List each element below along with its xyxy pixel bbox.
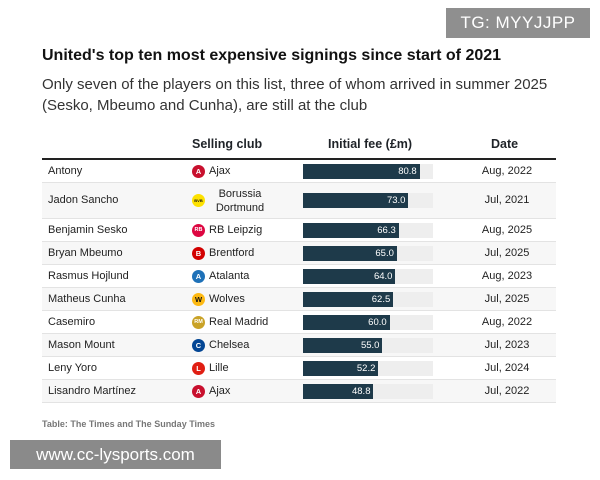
player-name: Matheus Cunha xyxy=(48,293,126,305)
club-crest-icon: B xyxy=(192,246,205,260)
chart-subtitle: Only seven of the players on this list, … xyxy=(42,76,548,114)
selling-club: L Lille xyxy=(192,357,292,379)
selling-club: BVB Borussia Dortmund xyxy=(192,183,292,218)
selling-club: A Atalanta xyxy=(192,265,292,287)
table-row: Leny Yoro L Lille 52.2 Jul, 2024 xyxy=(42,357,556,380)
table-row: Bryan Mbeumo B Brentford 65.0 Jul, 2025 xyxy=(42,242,556,265)
chart-title: United's top ten most expensive signings… xyxy=(42,47,502,64)
table-row: Mason Mount C Chelsea 55.0 Jul, 2023 xyxy=(42,334,556,357)
player-name: Mason Mount xyxy=(48,339,115,351)
signing-date: Jul, 2021 xyxy=(484,194,530,206)
table-row: Benjamin Sesko RB RB Leipzig 66.3 Aug, 2025 xyxy=(42,219,556,242)
source-note: Table: The Times and The Sunday Times xyxy=(42,419,216,429)
fee-bar: 80.8 xyxy=(303,164,420,179)
club-name: Ajax xyxy=(209,165,231,177)
club-crest-icon: RB xyxy=(192,223,205,237)
fee-bar: 48.8 xyxy=(303,384,374,399)
table-row: Lisandro Martínez A Ajax 48.8 Jul, 2022 xyxy=(42,380,556,403)
fee-value-label: 60.0 xyxy=(368,317,387,328)
club-crest-icon: A xyxy=(192,164,205,178)
selling-club: A Ajax xyxy=(192,380,292,402)
club-name: Ajax xyxy=(209,385,231,397)
table-row: Casemiro RM Real Madrid 60.0 Aug, 2022 xyxy=(42,311,556,334)
fee-value-label: 65.0 xyxy=(375,248,394,259)
fee-bar: 62.5 xyxy=(303,292,394,307)
table-row: Antony A Ajax 80.8 Aug, 2022 xyxy=(42,160,556,183)
signing-date: Aug, 2023 xyxy=(481,270,533,282)
player-name: Antony xyxy=(48,165,83,177)
fee-bar: 66.3 xyxy=(303,223,399,238)
selling-club: W Wolves xyxy=(192,288,292,310)
player-name: Jadon Sancho xyxy=(48,194,119,206)
fee-value-label: 80.8 xyxy=(398,166,417,177)
watermark-top: TG: MYYJJPP xyxy=(446,8,590,38)
signing-date: Jul, 2023 xyxy=(484,339,530,351)
fee-bar: 73.0 xyxy=(303,193,409,208)
player-name: Lisandro Martínez xyxy=(48,385,137,397)
club-crest-icon: A xyxy=(192,269,205,283)
player-name: Bryan Mbeumo xyxy=(48,247,123,259)
fee-value-label: 73.0 xyxy=(386,195,406,206)
signing-date: Aug, 2022 xyxy=(481,316,533,328)
selling-club: C Chelsea xyxy=(192,334,292,356)
club-crest-icon: BVB xyxy=(192,194,205,207)
fee-value-label: 52.2 xyxy=(356,363,376,374)
fee-bar: 65.0 xyxy=(303,246,397,261)
club-name: Wolves xyxy=(209,293,245,305)
club-name: Chelsea xyxy=(209,339,250,351)
club-name: Borussia Dortmund xyxy=(215,187,265,214)
club-crest-icon: W xyxy=(192,292,205,306)
header-divider xyxy=(42,158,556,160)
signing-date: Jul, 2025 xyxy=(484,247,530,259)
fee-bar: 55.0 xyxy=(303,338,383,353)
signing-date: Jul, 2024 xyxy=(484,362,530,374)
club-name: Brentford xyxy=(209,247,255,259)
signing-date: Aug, 2025 xyxy=(481,224,533,236)
player-name: Leny Yoro xyxy=(48,362,97,374)
column-header-date: Date xyxy=(491,137,519,151)
fee-value-label: 55.0 xyxy=(360,340,380,351)
club-name: Lille xyxy=(209,362,229,374)
player-name: Casemiro xyxy=(48,316,96,328)
club-crest-icon: RM xyxy=(192,315,205,329)
fee-value-label: 62.5 xyxy=(371,294,391,305)
table-row: Matheus Cunha W Wolves 62.5 Jul, 2025 xyxy=(42,288,556,311)
column-header-selling-club: Selling club xyxy=(192,137,263,151)
club-crest-icon: C xyxy=(192,338,205,352)
selling-club: RB RB Leipzig xyxy=(192,219,292,241)
player-name: Rasmus Hojlund xyxy=(48,270,129,282)
club-name: Atalanta xyxy=(209,270,250,282)
club-name: RB Leipzig xyxy=(209,224,263,236)
club-name: Real Madrid xyxy=(209,316,269,328)
selling-club: RM Real Madrid xyxy=(192,311,292,333)
fee-value-label: 48.8 xyxy=(351,386,371,397)
fee-bar: 52.2 xyxy=(303,361,379,376)
player-name: Benjamin Sesko xyxy=(48,224,128,236)
selling-club: A Ajax xyxy=(192,160,292,182)
fee-bar: 60.0 xyxy=(303,315,390,330)
fee-value-label: 66.3 xyxy=(377,225,396,236)
column-header-initial-fee: Initial fee (£m) xyxy=(328,137,413,151)
fee-value-label: 64.0 xyxy=(373,271,393,282)
club-crest-icon: A xyxy=(192,384,205,398)
table-header: Selling club Initial fee (£m) Date xyxy=(42,135,556,159)
watermark-bottom: www.cc-lysports.com xyxy=(10,440,221,469)
signing-date: Jul, 2022 xyxy=(484,385,530,397)
club-crest-icon: L xyxy=(192,361,205,375)
table-row: Rasmus Hojlund A Atalanta 64.0 Aug, 2023 xyxy=(42,265,556,288)
table-row: Jadon Sancho BVB Borussia Dortmund 73.0 Jul,… xyxy=(42,183,556,219)
signing-date: Aug, 2022 xyxy=(481,165,533,177)
fee-bar: 64.0 xyxy=(303,269,396,284)
selling-club: B Brentford xyxy=(192,242,292,264)
signing-date: Jul, 2025 xyxy=(484,293,530,305)
